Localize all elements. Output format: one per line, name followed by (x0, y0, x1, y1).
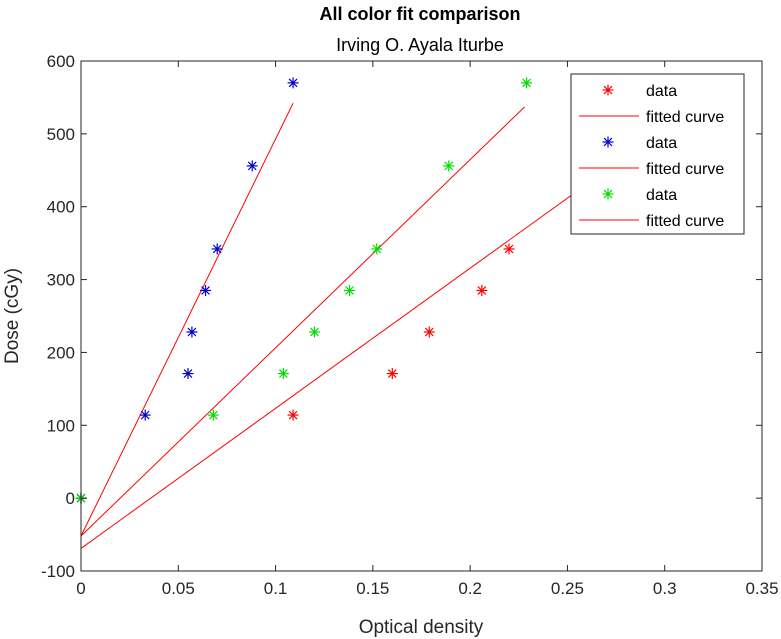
plot-content (75, 77, 613, 549)
data-point-series-3-3 (277, 368, 289, 380)
fitted-curve-line-2 (80, 103, 294, 537)
x-tick-label: 0.2 (458, 579, 482, 598)
legend-marker (602, 84, 614, 96)
legend-label: fitted curve (646, 109, 724, 126)
legend-label: data (646, 187, 677, 204)
chart-subtitle: Irving O. Ayala Iturbe (336, 35, 504, 55)
x-tick-label: 0.15 (356, 579, 389, 598)
chart-title: All color fit comparison (319, 4, 520, 24)
data-point-series-3-5 (344, 285, 356, 296)
data-point-series-3-2 (207, 409, 219, 421)
x-tick-label: 0.25 (551, 579, 584, 598)
y-tick-label: 200 (47, 343, 75, 362)
legend[interactable]: data fitted curve data fitted curve data fitt… (570, 73, 745, 235)
x-tick-label: 0.1 (264, 579, 288, 598)
data-point-series-2-8 (287, 77, 299, 89)
data-point-series-3-8 (521, 77, 533, 89)
data-point-series-2-4 (186, 326, 198, 338)
axes-box (80, 60, 763, 572)
data-point-series-1-6 (503, 243, 515, 255)
y-tick-label: 0 (66, 489, 75, 508)
legend-label: data (646, 135, 677, 152)
fitted-curve-line-3 (80, 106, 525, 537)
legend-label: data (646, 83, 677, 100)
data-point-series-1-2 (287, 409, 299, 421)
legend-box (570, 73, 745, 235)
data-point-series-3-7 (443, 160, 455, 172)
legend-label: fitted curve (646, 213, 724, 230)
axes: 0 0.05 0.1 0.15 0.2 0.25 0.3 0.35-1000100200300… (41, 52, 779, 598)
data-point-series-1-3 (386, 368, 398, 380)
x-tick-label: 0 (76, 579, 85, 598)
legend-label: fitted curve (646, 161, 724, 178)
data-point-series-3-4 (308, 326, 320, 338)
y-tick-label: 500 (47, 125, 75, 144)
legend-marker (602, 188, 614, 200)
data-point-series-1-5 (476, 285, 488, 296)
data-point-series-2-3 (182, 368, 194, 380)
x-tick-label: 0.05 (162, 579, 195, 598)
y-tick-label: -100 (41, 562, 75, 581)
y-axis-label: Dose (cGy) (2, 268, 23, 364)
x-axis-label: Optical density (359, 617, 484, 638)
data-point-series-2-6 (211, 243, 223, 255)
data-point-series-2-5 (200, 285, 212, 296)
data-point-series-2-2 (139, 409, 151, 421)
y-tick-label: 100 (47, 416, 75, 435)
x-tick-label: 0.3 (653, 579, 677, 598)
legend-marker (602, 136, 614, 148)
y-tick-label: 600 (47, 52, 75, 71)
data-point-series-2-7 (246, 160, 258, 172)
fitted-curve-line-1 (80, 165, 613, 549)
y-tick-label: 400 (47, 198, 75, 217)
x-tick-label: 0.35 (745, 579, 778, 598)
data-point-series-1-4 (423, 326, 435, 338)
y-tick-label: 300 (47, 271, 75, 290)
data-point-series-3-6 (371, 243, 383, 255)
